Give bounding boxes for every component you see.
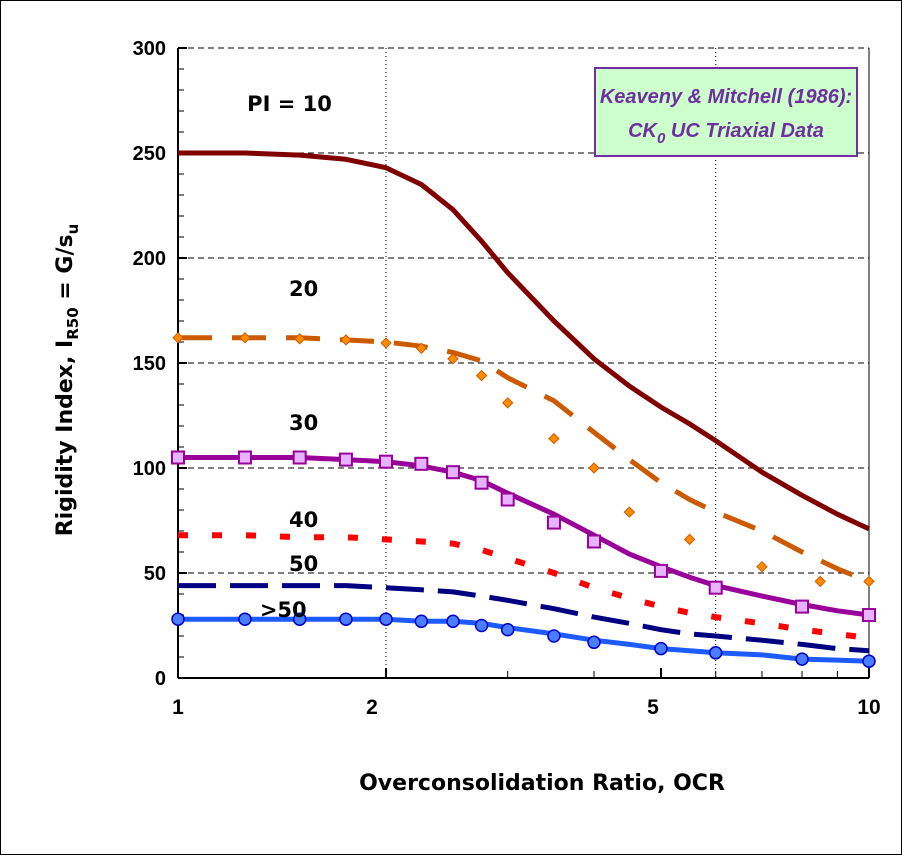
marker-circle bbox=[171, 612, 185, 626]
marker-circle bbox=[474, 618, 489, 633]
marker-diamond bbox=[172, 332, 184, 344]
x-axis-title: Overconsolidation Ratio, OCR bbox=[359, 771, 725, 796]
series-line-40 bbox=[178, 532, 870, 642]
marker-square bbox=[292, 450, 307, 465]
marker-square bbox=[653, 563, 668, 578]
series-line-PI10 bbox=[178, 150, 871, 532]
y-tick-label: 50 bbox=[144, 563, 166, 585]
x-tick-label: 5 bbox=[647, 696, 659, 719]
legend-box: Keaveny & Mitchell (1986): CK0 UC Triaxi… bbox=[594, 67, 858, 157]
marker-square bbox=[338, 452, 353, 467]
marker-circle bbox=[795, 652, 809, 666]
series-label: >50 bbox=[260, 598, 307, 622]
series-label: 20 bbox=[289, 277, 318, 301]
x-tick-label: 10 bbox=[857, 696, 880, 719]
marker-square bbox=[587, 534, 602, 549]
marker-diamond bbox=[475, 369, 488, 382]
marker-square bbox=[708, 580, 723, 595]
marker-circle bbox=[587, 635, 601, 650]
marker-square bbox=[379, 454, 394, 469]
marker-circle bbox=[862, 654, 876, 668]
marker-circle bbox=[654, 641, 668, 656]
plot-area bbox=[171, 150, 876, 668]
marker-diamond bbox=[447, 353, 459, 365]
y-tick-label: 150 bbox=[133, 353, 166, 375]
marker-square bbox=[414, 456, 429, 471]
marker-diamond bbox=[863, 575, 875, 588]
marker-square bbox=[445, 465, 460, 480]
legend-line-2: CK0 UC Triaxial Data bbox=[628, 120, 824, 147]
marker-diamond bbox=[623, 506, 636, 518]
marker-diamond bbox=[548, 432, 560, 445]
marker-diamond bbox=[683, 533, 696, 546]
series-label: PI = 10 bbox=[247, 92, 332, 116]
marker-circle bbox=[547, 629, 561, 643]
marker-square bbox=[546, 515, 561, 530]
marker-square bbox=[237, 450, 252, 465]
y-tick-label: 200 bbox=[133, 248, 166, 270]
marker-diamond bbox=[239, 332, 251, 344]
series-label: 40 bbox=[289, 508, 318, 532]
x-tick-label: 2 bbox=[366, 696, 378, 719]
marker-circle bbox=[446, 614, 460, 629]
y-tick-label: 100 bbox=[133, 458, 166, 480]
marker-circle bbox=[379, 612, 393, 626]
marker-circle bbox=[238, 612, 252, 626]
marker-circle bbox=[500, 622, 515, 637]
marker-square bbox=[500, 492, 515, 507]
marker-square bbox=[862, 608, 876, 622]
marker-diamond bbox=[814, 575, 826, 588]
y-tick-label: 250 bbox=[133, 143, 166, 165]
marker-diamond bbox=[588, 462, 600, 474]
marker-diamond bbox=[756, 560, 768, 573]
y-tick-label: 0 bbox=[155, 668, 166, 690]
x-tick-label: 1 bbox=[172, 696, 184, 719]
series-label: 50 bbox=[289, 552, 318, 576]
marker-circle bbox=[708, 646, 723, 660]
series-labels: PI = 10 20 30 40 50 >50 bbox=[247, 92, 332, 622]
marker-square bbox=[474, 475, 489, 490]
marker-diamond bbox=[340, 334, 352, 346]
marker-diamond bbox=[415, 342, 428, 355]
marker-diamond bbox=[380, 337, 392, 349]
series-label: 30 bbox=[289, 411, 318, 435]
marker-diamond bbox=[501, 397, 514, 409]
y-tick-label: 300 bbox=[133, 38, 166, 60]
marker-square bbox=[795, 599, 810, 614]
series-line-50 bbox=[178, 583, 870, 654]
y-axis-title: Rigidity Index, IR50 = G/su bbox=[53, 224, 82, 537]
marker-circle bbox=[339, 612, 353, 626]
marker-square bbox=[171, 450, 185, 465]
marker-diamond bbox=[293, 333, 306, 345]
marker-circle bbox=[292, 612, 307, 626]
legend-line-1: Keaveny & Mitchell (1986): bbox=[600, 86, 852, 108]
marker-circle bbox=[414, 614, 429, 629]
